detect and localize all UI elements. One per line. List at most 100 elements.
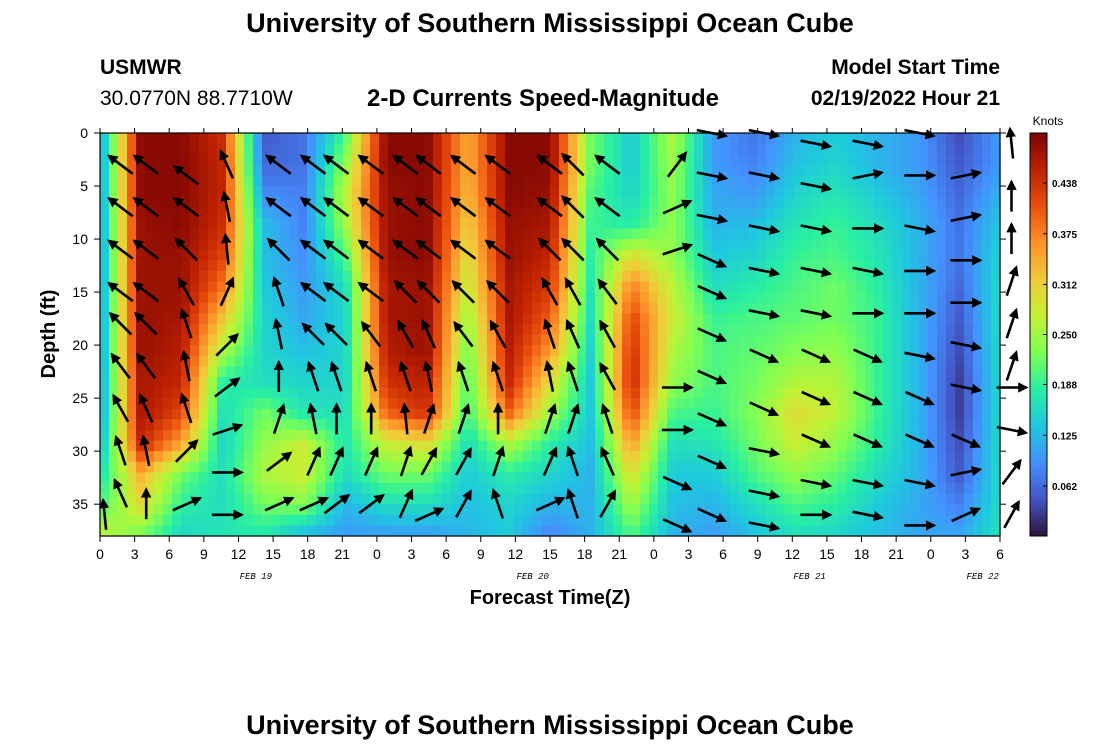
heatmap-cell (739, 366, 749, 378)
heatmap-cell (811, 504, 821, 516)
heatmap-cell (937, 472, 947, 484)
heatmap-cell (901, 186, 911, 198)
heatmap-cell (532, 493, 542, 505)
heatmap-cell (388, 313, 398, 325)
heatmap-cell (469, 143, 479, 155)
heatmap-cell (145, 334, 155, 346)
heatmap-cell (838, 525, 848, 537)
heatmap-cell (613, 345, 623, 357)
heatmap-cell (586, 398, 596, 410)
heatmap-cell (208, 164, 218, 177)
heatmap-cell (586, 292, 596, 304)
heatmap-cell (154, 482, 164, 495)
heatmap-cell (118, 387, 128, 399)
heatmap-cell (631, 355, 641, 367)
heatmap-cell (892, 239, 902, 251)
heatmap-cell (874, 387, 884, 399)
heatmap-cell (856, 260, 866, 272)
heatmap-cell (568, 154, 578, 166)
heatmap-cell (622, 472, 632, 484)
heatmap-cell (514, 366, 524, 378)
heatmap-cell (127, 154, 137, 166)
heatmap-cell (280, 133, 290, 145)
heatmap-cell (802, 143, 812, 155)
heatmap-cell (388, 355, 398, 367)
heatmap-cell (541, 493, 551, 505)
heatmap-cell (271, 440, 281, 452)
heatmap-cell (982, 217, 992, 230)
heatmap-cell (775, 281, 785, 293)
current-arrow (422, 403, 436, 435)
heatmap-cell (136, 504, 146, 516)
heatmap-cell (640, 175, 650, 187)
heatmap-cell (451, 228, 461, 240)
heatmap-cell (172, 260, 182, 272)
heatmap-cell (901, 525, 911, 537)
heatmap-cell (433, 292, 443, 304)
heatmap-cell (118, 196, 128, 208)
heatmap-cell (820, 175, 830, 187)
heatmap-cell (442, 186, 452, 198)
heatmap-cell (100, 525, 110, 537)
heatmap-cell (262, 207, 272, 219)
heatmap-cell (154, 313, 164, 325)
heatmap-cell (442, 429, 452, 442)
current-arrow (265, 154, 292, 175)
heatmap-cell (838, 228, 848, 240)
heatmap-cell (100, 323, 110, 336)
heatmap-cell (271, 207, 281, 219)
heatmap-cell (613, 461, 623, 473)
heatmap-cell (532, 239, 542, 251)
heatmap-cell (532, 387, 542, 399)
heatmap-cell (163, 419, 173, 431)
heatmap-cell (550, 323, 560, 336)
current-arrow (399, 445, 413, 477)
heatmap-cell (883, 472, 893, 484)
heatmap-cell (415, 419, 425, 431)
heatmap-cell (271, 186, 281, 198)
heatmap-cell (298, 302, 308, 314)
heatmap-cell (865, 143, 875, 155)
heatmap-cell (901, 302, 911, 314)
heatmap-cell (775, 154, 785, 166)
heatmap-cell (163, 482, 173, 495)
heatmap-cell (919, 493, 929, 505)
current-arrow (174, 439, 199, 463)
heatmap-cell (865, 281, 875, 293)
heatmap-cell (379, 387, 389, 399)
heatmap-cell (379, 207, 389, 219)
heatmap-cell (541, 514, 551, 526)
heatmap-cell (424, 164, 434, 177)
heatmap-cell (280, 376, 290, 389)
heatmap-cell (487, 292, 497, 304)
heatmap-cell (496, 249, 506, 261)
heatmap-cell (703, 164, 713, 177)
heatmap-cell (451, 313, 461, 325)
heatmap-cell (442, 355, 452, 367)
heatmap-cell (964, 504, 974, 516)
heatmap-cell (865, 461, 875, 473)
heatmap-cell (946, 451, 956, 463)
heatmap-cell (802, 196, 812, 208)
heatmap-cell (685, 429, 695, 442)
heatmap-cell (163, 525, 173, 537)
heatmap-cell (793, 186, 803, 198)
heatmap-cell (451, 419, 461, 431)
heatmap-cell (109, 408, 119, 420)
heatmap-cell (802, 217, 812, 230)
heatmap-cell (910, 302, 920, 314)
heatmap-cell (325, 175, 335, 187)
heatmap-cell (163, 493, 173, 505)
heatmap-cell (667, 387, 677, 399)
current-arrow (490, 360, 505, 392)
heatmap-cell (694, 472, 704, 484)
heatmap-cell (289, 207, 299, 219)
heatmap-cell (208, 154, 218, 166)
heatmap-cell (649, 196, 659, 208)
heatmap-cell (622, 366, 632, 378)
heatmap-cell (739, 472, 749, 484)
current-arrow (392, 196, 419, 218)
heatmap-cell (190, 292, 200, 304)
heatmap-cell (127, 228, 137, 240)
heatmap-cell (460, 504, 470, 516)
